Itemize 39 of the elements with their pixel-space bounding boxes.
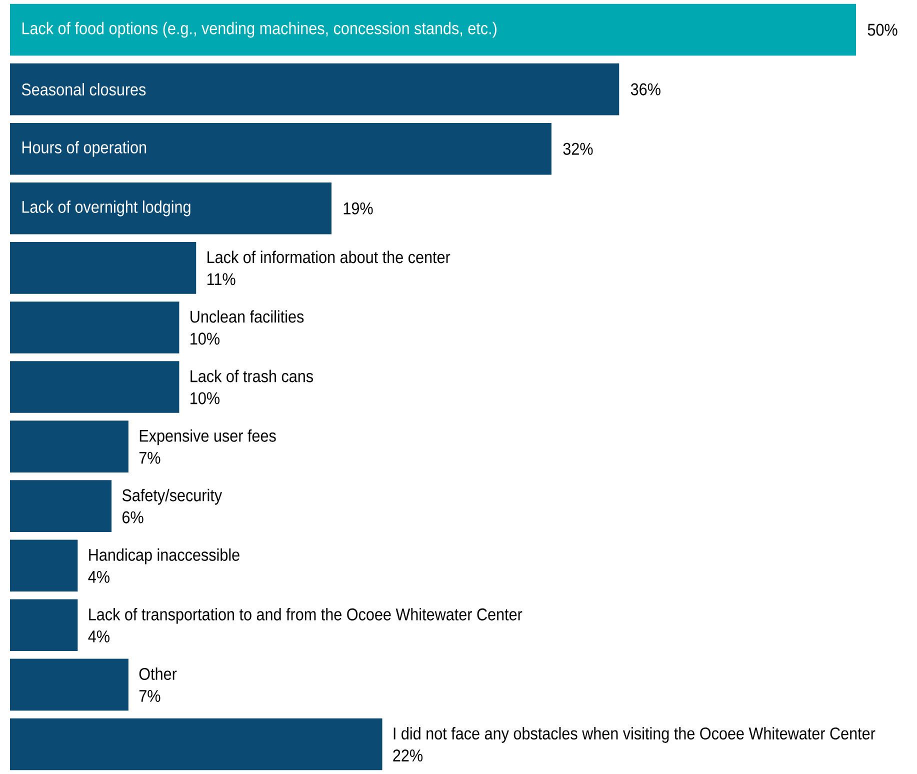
y-tick-label: I did not face any obstacles when visiting the Ocoee Whitewater Center — [394, 727, 876, 743]
bar — [10, 63, 620, 116]
bar — [10, 718, 382, 770]
data-label: 11% — [207, 273, 236, 286]
y-tick-label: Seasonal closures — [22, 83, 146, 96]
data-label: 4% — [88, 630, 110, 642]
data-label: 10% — [190, 332, 220, 345]
bar — [10, 480, 112, 532]
bar — [10, 420, 128, 472]
y-tick-label: Hours of operation — [22, 140, 146, 157]
bar — [10, 540, 78, 592]
data-label: 19% — [344, 202, 373, 214]
y-tick-label: Lack of overnight lodging — [22, 200, 190, 216]
data-label: 50% — [868, 24, 898, 36]
y-tick-label: Lack of information about the center — [208, 250, 450, 264]
bar — [10, 658, 128, 711]
bar — [10, 122, 552, 175]
bar — [10, 361, 180, 413]
data-label: 10% — [190, 392, 220, 404]
data-label: 7% — [139, 452, 160, 464]
y-tick-label: Safety/security — [122, 488, 222, 505]
y-tick-label: Expensive user fees — [140, 429, 276, 446]
bar — [10, 182, 332, 234]
bar — [10, 302, 180, 354]
y-tick-label: Unclean facilities — [190, 310, 304, 323]
data-label: 7% — [139, 690, 160, 702]
y-tick-label: Lack of trash cans — [190, 370, 314, 382]
data-label: 22% — [393, 749, 423, 762]
bar — [10, 599, 78, 652]
bar — [10, 4, 856, 56]
data-label: 36% — [630, 83, 660, 96]
bar — [10, 242, 196, 294]
y-tick-label: Lack of food options (e.g., vending machines, concession stands, etc.) — [22, 22, 496, 38]
data-label: 6% — [122, 511, 144, 524]
y-tick-label: Handicap inaccessible — [89, 548, 240, 564]
data-label: 4% — [88, 570, 110, 583]
y-tick-label: Other — [139, 668, 177, 680]
data-label: 32% — [563, 142, 593, 155]
y-tick-label: Lack of transportation to and from the Ocoee Whitewater Center — [89, 608, 522, 624]
